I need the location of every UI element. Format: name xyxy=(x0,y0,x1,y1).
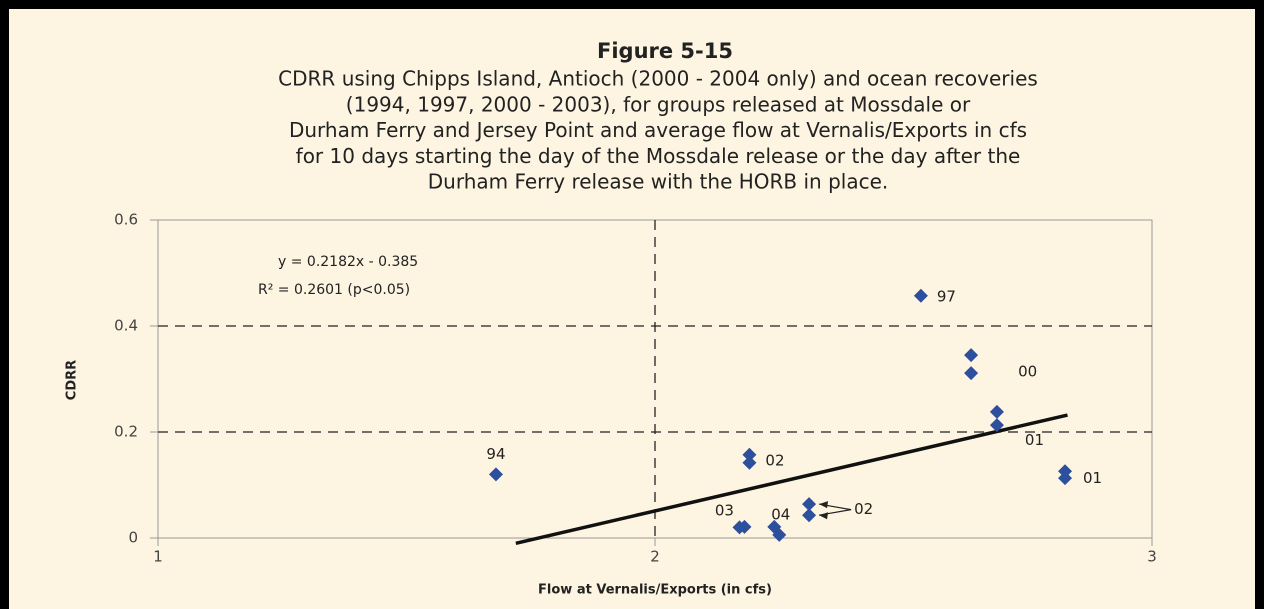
data-point xyxy=(964,366,979,381)
data-point xyxy=(1058,471,1073,486)
x-axis-label: Flow at Vernalis/Exports (in cfs) xyxy=(538,583,772,598)
subtitle: Durham Ferry and Jersey Point and averag… xyxy=(289,118,1027,142)
data-point xyxy=(802,508,817,523)
annotation: y = 0.2182x - 0.385 xyxy=(278,254,418,270)
data-point xyxy=(964,348,979,363)
data-point xyxy=(913,288,928,303)
subtitle: for 10 days starting the day of the Moss… xyxy=(296,144,1021,168)
point-label: 01 xyxy=(1025,431,1044,449)
y-tick-label: 0.4 xyxy=(114,317,138,335)
subtitle: (1994, 1997, 2000 - 2003), for groups re… xyxy=(346,92,971,116)
y-tick-label: 0.2 xyxy=(114,423,138,441)
data-point xyxy=(742,447,757,462)
x-tick-label: 2 xyxy=(650,548,660,566)
callout-head xyxy=(819,501,829,509)
trend-line xyxy=(515,413,1068,546)
y-axis-label: CDRR xyxy=(65,360,80,400)
data-point xyxy=(772,527,787,542)
data-point xyxy=(989,404,1004,419)
data-point xyxy=(989,418,1004,433)
x-tick-label: 1 xyxy=(153,548,163,566)
y-tick-label: 0.6 xyxy=(114,211,138,229)
subtitle: CDRR using Chipps Island, Antioch (2000 … xyxy=(278,67,1038,91)
y-tick-label: 0 xyxy=(128,529,138,547)
data-point xyxy=(742,455,757,470)
callout-head xyxy=(819,512,829,520)
point-label: 02 xyxy=(854,500,873,518)
data-point xyxy=(488,467,503,482)
point-label: 94 xyxy=(486,445,505,463)
subtitle: Durham Ferry release with the HORB in pl… xyxy=(428,170,889,194)
data-point xyxy=(732,520,747,535)
point-label: 01 xyxy=(1083,469,1102,487)
point-label: 04 xyxy=(771,505,790,523)
chart-title: Figure 5-15 xyxy=(597,39,733,63)
background xyxy=(9,9,1255,609)
x-tick-label: 3 xyxy=(1147,548,1157,566)
point-label: 02 xyxy=(765,451,784,469)
annotation: R² = 0.2601 (p<0.05) xyxy=(258,282,410,298)
data-point xyxy=(802,497,817,512)
point-label: 03 xyxy=(715,502,734,520)
point-label: 97 xyxy=(937,287,956,305)
point-label: 00 xyxy=(1018,363,1037,381)
